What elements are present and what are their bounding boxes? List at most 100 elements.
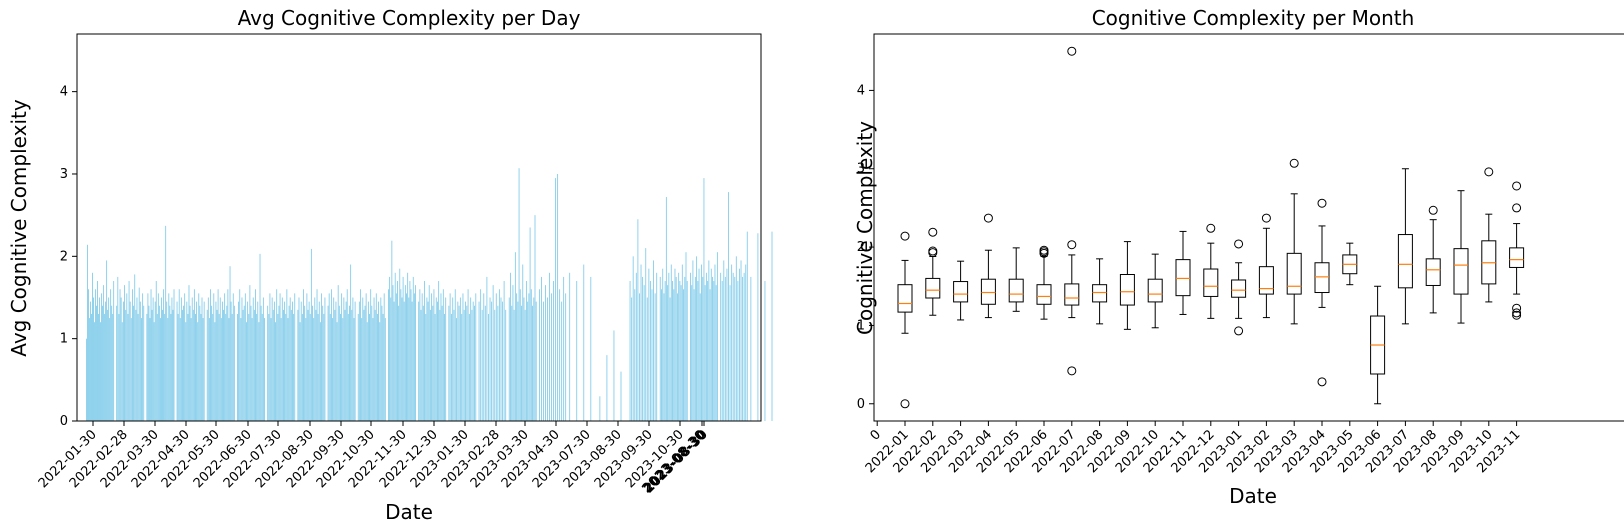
outlier-point: [1234, 326, 1244, 336]
daily-bar: [679, 281, 681, 421]
daily-bar: [693, 289, 695, 421]
daily-bar: [646, 297, 648, 421]
daily-bar: [269, 293, 271, 421]
daily-bar: [715, 285, 717, 421]
daily-bar: [735, 256, 737, 421]
daily-bar-chart: Avg Cognitive Complexity per Day 0 1 2 3 4 2…: [7, 6, 773, 524]
box: [1286, 252, 1302, 295]
daily-bar: [569, 272, 571, 421]
daily-bar: [111, 305, 113, 421]
daily-bar: [639, 293, 640, 421]
daily-bar: [673, 289, 675, 421]
daily-bar: [89, 318, 90, 421]
daily-bar: [563, 276, 565, 421]
daily-bar: [684, 276, 686, 421]
daily-bar: [340, 313, 341, 421]
outlier-point: [1512, 308, 1522, 318]
daily-bar: [390, 297, 392, 421]
daily-bar: [299, 322, 301, 421]
daily-bar: [301, 313, 303, 421]
daily-bar: [434, 313, 436, 421]
daily-bar: [138, 287, 140, 421]
daily-bar: [184, 293, 186, 421]
daily-bar: [120, 297, 122, 421]
daily-bar: [233, 305, 235, 421]
daily-bar: [259, 253, 261, 421]
daily-bar: [156, 313, 158, 421]
daily-bar: [404, 285, 406, 421]
daily-bar: [734, 276, 736, 421]
daily-bar: [118, 313, 120, 421]
daily-bar: [651, 289, 653, 421]
daily-bar: [407, 272, 409, 421]
daily-x-axis-label: Date: [385, 500, 433, 524]
daily-bar: [151, 309, 153, 421]
box: [1258, 266, 1274, 295]
daily-bar: [683, 289, 685, 421]
daily-bar: [173, 289, 175, 421]
daily-bar: [714, 264, 716, 421]
daily-bar: [161, 297, 162, 421]
daily-bar: [551, 293, 552, 421]
daily-bar: [95, 289, 96, 421]
daily-bar: [694, 276, 696, 421]
daily-bar: [93, 297, 94, 421]
daily-bar: [731, 264, 733, 421]
daily-bar: [392, 285, 394, 421]
daily-bar: [712, 276, 713, 421]
daily-bar: [92, 272, 93, 421]
daily-bar: [764, 281, 766, 421]
daily-bar: [559, 289, 561, 421]
daily-bar: [335, 301, 337, 421]
daily-bar: [484, 305, 486, 421]
daily-bar: [620, 371, 622, 421]
daily-bar: [513, 309, 515, 421]
daily-bar: [669, 297, 671, 421]
daily-bar: [250, 305, 252, 421]
daily-bar: [363, 309, 365, 421]
daily-bar: [196, 301, 198, 421]
daily-bar: [341, 293, 343, 421]
daily-bar: [510, 272, 511, 421]
daily-bar: [352, 297, 354, 421]
box: [1397, 234, 1413, 289]
daily-bar: [431, 293, 433, 421]
daily-bar: [494, 309, 496, 421]
daily-bar: [346, 289, 348, 421]
box: [1119, 274, 1135, 306]
daily-bar: [147, 293, 149, 421]
daily-bar: [456, 318, 457, 421]
outlier-point: [1428, 205, 1438, 215]
daily-bar: [631, 297, 633, 421]
daily-bar: [116, 305, 118, 421]
outlier-point: [1484, 167, 1494, 177]
daily-bar: [680, 285, 682, 421]
daily-bar: [98, 313, 99, 421]
daily-bar: [675, 276, 677, 421]
daily-bar: [106, 260, 108, 421]
daily-bar: [707, 281, 709, 421]
daily-bar: [109, 318, 111, 421]
box: [1203, 268, 1219, 297]
daily-bar: [202, 318, 204, 421]
daily-bar: [307, 309, 309, 421]
daily-bar: [395, 293, 397, 421]
daily-bar: [276, 289, 278, 421]
daily-bar: [101, 293, 103, 421]
monthly-boxes: [897, 46, 1525, 409]
daily-bar: [640, 264, 642, 421]
daily-bar: [439, 309, 441, 421]
daily-bar: [137, 313, 139, 421]
daily-bar: [328, 293, 330, 421]
daily-bar: [179, 318, 181, 421]
daily-bar: [286, 289, 288, 421]
daily-bar: [240, 318, 242, 421]
box: [1453, 248, 1469, 295]
daily-bar: [203, 301, 205, 421]
daily-bar: [521, 305, 522, 421]
daily-bar: [440, 293, 442, 421]
daily-bar: [290, 309, 292, 421]
daily-bar: [273, 301, 275, 421]
daily-bar: [88, 289, 89, 421]
daily-bar: [257, 301, 259, 421]
